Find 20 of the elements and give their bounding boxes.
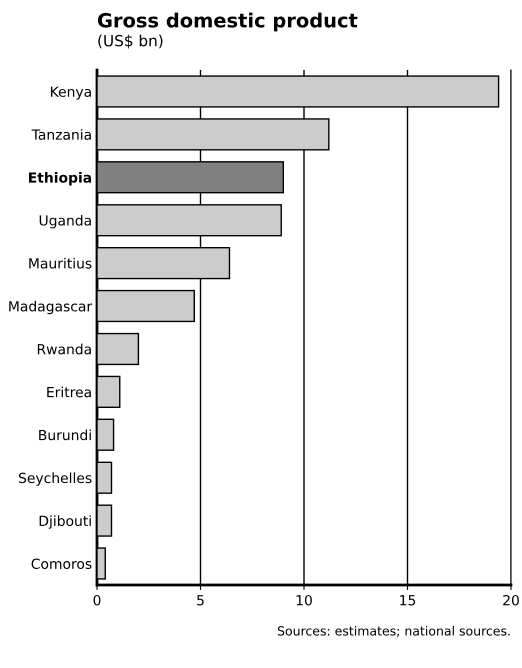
y-tick-label: Tanzania — [32, 129, 91, 140]
y-tick-label: Madagascar — [9, 300, 92, 314]
x-tick-label: 10 — [296, 594, 312, 606]
y-tick-label: Uganda — [40, 214, 91, 228]
chart-subtitle: (US$ bn) — [98, 34, 162, 48]
source-note: Sources: estimates; national sources. — [278, 626, 510, 637]
y-tick-label: Djibouti — [40, 515, 91, 529]
y-tick-label: Kenya — [51, 86, 91, 100]
x-tick-label: 5 — [197, 595, 204, 606]
y-tick-label: Seychelles — [18, 472, 92, 486]
y-tick-label: Ethiopia — [29, 172, 92, 186]
y-tick-label: Comoros — [32, 558, 92, 570]
x-tick-label: 20 — [503, 594, 519, 606]
chart-title: Gross domestic product — [98, 12, 358, 32]
y-tick-label: Eritrea — [47, 386, 91, 398]
x-tick-label: 0 — [93, 594, 100, 606]
x-tick-label: 15 — [400, 595, 416, 606]
y-tick-label: Mauritius — [29, 258, 92, 269]
y-tick-label: Rwanda — [38, 344, 91, 354]
y-tick-label: Burundi — [39, 430, 91, 440]
